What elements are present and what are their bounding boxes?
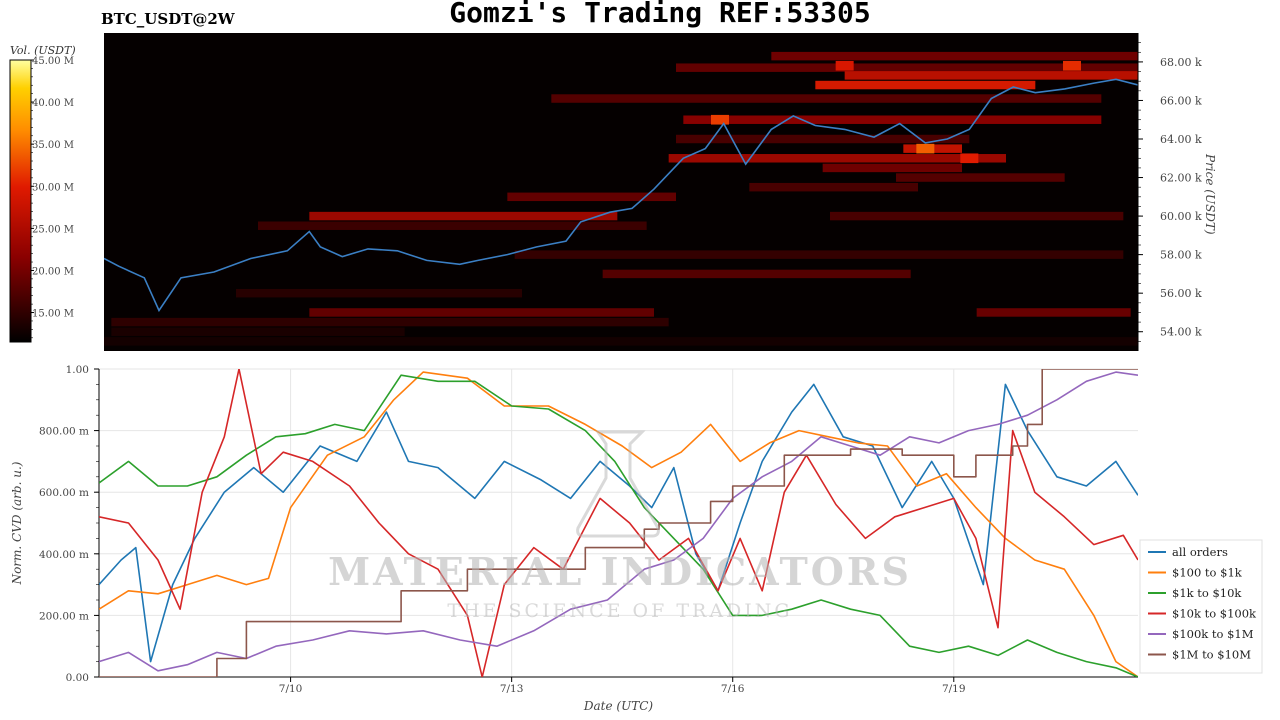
volume-band	[683, 115, 1102, 124]
price-tick-label: 60.00 k	[1160, 210, 1202, 223]
colorbar-tick-label: 30.00 M	[32, 182, 74, 193]
heatmap-background	[104, 33, 1138, 351]
cvd-panel: 0.00 200.00 m 400.00 m 600.00 m 800.00 m 1.00…	[10, 364, 1138, 713]
legend-label: $1M to $10M	[1172, 648, 1251, 662]
volume-band	[514, 250, 1124, 259]
cvd-x-tick-label: 7/16	[721, 683, 745, 695]
volume-hotspot	[835, 60, 854, 71]
legend: all orders $100 to $1k $1k to $10k $10k to …	[1139, 539, 1263, 674]
cvd-tick-label: 1.00	[66, 364, 89, 376]
volume-band	[676, 134, 970, 144]
price-tick-label: 62.00 k	[1160, 172, 1202, 185]
colorbar-tick-label: 15.00 M	[32, 309, 74, 320]
cvd-tick-label: 800.00 m	[39, 426, 89, 438]
volume-hotspot	[916, 143, 935, 154]
volume-band	[309, 308, 654, 317]
volume-band	[815, 80, 1036, 90]
volume-band	[111, 317, 669, 327]
price-tick-label: 58.00 k	[1160, 249, 1202, 262]
series-line-6	[99, 369, 1138, 677]
price-tick-label: 64.00 k	[1160, 133, 1202, 146]
cvd-x-tick-label: 7/19	[942, 683, 966, 695]
volume-bands	[104, 51, 1138, 346]
series-line-3	[99, 374, 1138, 677]
volume-band	[111, 327, 405, 336]
colorbar-tick-label: 25.00 M	[32, 224, 74, 235]
volume-band	[844, 71, 1138, 80]
colorbar-tick-label: 45.00 M	[32, 56, 74, 67]
volume-band	[771, 51, 1138, 61]
volume-band	[976, 308, 1131, 317]
legend-label: $10k to $100k	[1172, 607, 1257, 621]
volume-band	[507, 192, 676, 202]
volume-band	[551, 94, 1102, 103]
legend-label: all orders	[1172, 545, 1228, 559]
price-tick-label: 68.00 k	[1160, 56, 1202, 69]
colorbar-tick-label: 35.00 M	[32, 140, 74, 151]
legend-box	[1139, 539, 1263, 674]
volume-band	[749, 182, 918, 192]
volume-band	[896, 173, 1065, 182]
cvd-background	[99, 369, 1138, 677]
heatmap-panel: 54.00 k 56.00 k 58.00 k 60.00 k 62.00 k 64.00…	[104, 33, 1217, 351]
volume-band	[830, 211, 1124, 221]
series-line-4	[99, 369, 1138, 677]
cvd-y-axis-label: Norm. CVD (arb. u.)	[10, 461, 24, 585]
volume-band	[236, 288, 522, 298]
price-tick-label: 54.00 k	[1160, 326, 1202, 339]
cvd-tick-label: 200.00 m	[39, 610, 89, 622]
volume-hotspot	[960, 153, 979, 164]
price-tick-label: 66.00 k	[1160, 94, 1202, 107]
colorbar-tick-label: 40.00 M	[32, 98, 74, 109]
cvd-x-tick-label: 7/10	[279, 683, 303, 695]
price-axis-label: Price (USDT)	[1203, 153, 1217, 235]
cvd-x-tick-label: 7/13	[500, 683, 524, 695]
chart-title: Gomzi's Trading REF:53305	[449, 0, 871, 29]
cvd-tick-label: 0.00	[66, 672, 89, 684]
cvd-x-axis-label: Date (UTC)	[583, 699, 653, 713]
volume-band	[822, 163, 962, 173]
series-line-5	[99, 371, 1138, 672]
volume-band	[602, 269, 911, 279]
price-tick-label: 56.00 k	[1160, 287, 1202, 300]
colorbar-title: Vol. (USDT)	[10, 44, 76, 57]
watermark-title: MATERIAL INDICATORS	[328, 549, 912, 594]
series-line-2	[99, 371, 1138, 677]
colorbar-tick-label: 20.00 M	[32, 266, 74, 277]
volume-band	[258, 221, 647, 230]
cvd-tick-label: 600.00 m	[39, 487, 89, 499]
legend-label: $100k to $1M	[1172, 627, 1254, 641]
volume-band	[104, 337, 1138, 346]
legend-label: $1k to $10k	[1172, 586, 1242, 600]
volume-band	[676, 63, 1138, 72]
watermark-subtitle: THE SCIENCE OF TRADING	[447, 600, 792, 622]
watermark-flask-icon	[576, 430, 660, 538]
legend-label: $100 to $1k	[1172, 566, 1243, 580]
volume-band	[309, 211, 618, 221]
price-line	[104, 78, 1138, 313]
pair-label: BTC_USDT@2W	[101, 10, 235, 28]
volume-hotspot	[711, 114, 729, 125]
watermark: MATERIAL INDICATORS THE SCIENCE OF TRADIN…	[328, 430, 912, 622]
volume-hotspot	[1063, 60, 1081, 71]
volume-band	[668, 154, 1006, 163]
colorbar-gradient	[9, 59, 32, 343]
colorbar: 15.00 M 20.00 M 25.00 M 30.00 M 35.00 M 40.00…	[9, 56, 74, 343]
cvd-tick-label: 400.00 m	[39, 549, 89, 561]
